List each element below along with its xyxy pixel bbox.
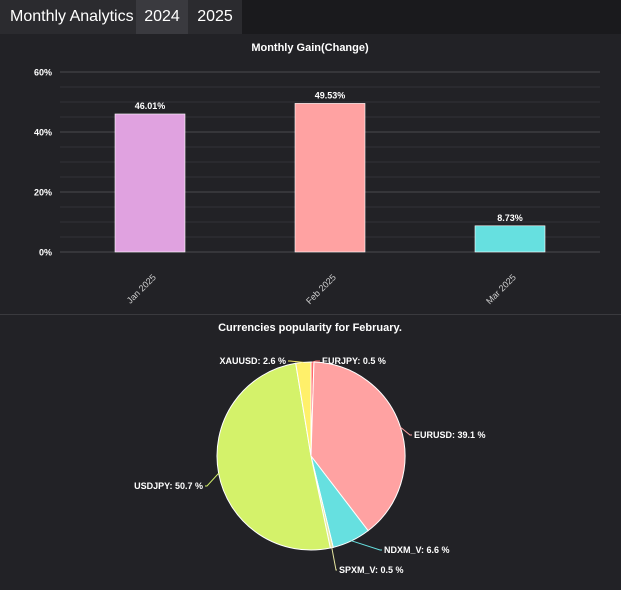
pie-slice-label: NDXM_V: 6.6 %: [384, 545, 450, 555]
bar-value-label: 8.73%: [497, 213, 523, 223]
pie-slice-label: USDJPY: 50.7 %: [134, 481, 203, 491]
pie-slice[interactable]: [216, 362, 331, 551]
pie-label-connector: [288, 360, 304, 363]
y-tick-label: 0%: [39, 248, 52, 258]
pie-label-connector: [205, 472, 219, 487]
pie-label-connector: [351, 540, 382, 551]
pie-slice-label: SPXM_V: 0.5 %: [339, 565, 404, 575]
x-tick-label: Mar 2025: [484, 272, 518, 306]
bar-value-label: 49.53%: [315, 90, 346, 100]
x-tick-label: Feb 2025: [304, 272, 338, 306]
pie-chart: Currencies popularity for February. EURJ…: [134, 322, 486, 575]
pie-chart-title: Currencies popularity for February.: [218, 322, 402, 334]
tab-2025[interactable]: 2025: [188, 0, 242, 34]
pie-slice-label: XAUUSD: 2.6 %: [219, 356, 286, 366]
pie-slice-label: EURUSD: 39.1 %: [414, 430, 486, 440]
y-tick-label: 20%: [34, 188, 52, 198]
y-tick-label: 40%: [34, 128, 52, 138]
bar-value-label: 46.01%: [135, 101, 166, 111]
app-header: Monthly Analytics 2024 2025: [0, 0, 621, 34]
bar[interactable]: [294, 103, 366, 253]
pie-label-connector: [331, 547, 337, 571]
bar-chart-title: Monthly Gain(Change): [251, 42, 369, 54]
bar[interactable]: [474, 225, 546, 253]
bar[interactable]: [114, 113, 186, 253]
x-tick-label: Jan 2025: [125, 272, 158, 305]
pie-label-connector: [400, 426, 412, 436]
app-title: Monthly Analytics: [0, 0, 136, 34]
pie-chart-panel: Currencies popularity for February. EURJ…: [0, 315, 621, 590]
tab-2024[interactable]: 2024: [136, 0, 188, 34]
pie-slice-label: EURJPY: 0.5 %: [322, 356, 386, 366]
bar-chart-panel: Monthly Gain(Change) 0% 20% 40% 60% 46.01% Ja…: [0, 34, 621, 315]
pie-slice[interactable]: [310, 361, 406, 532]
y-tick-label: 60%: [34, 68, 52, 78]
bar-chart: Monthly Gain(Change) 0% 20% 40% 60% 46.01% Ja…: [34, 42, 600, 306]
